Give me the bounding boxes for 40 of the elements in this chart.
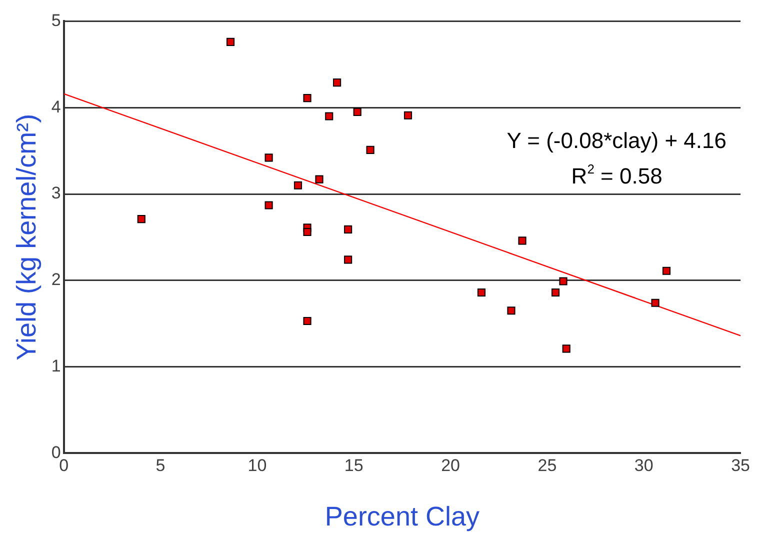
y-tick-label: 5: [51, 10, 61, 30]
point: [559, 277, 568, 286]
x-tick-label: 5: [156, 456, 166, 476]
point: [315, 175, 324, 184]
point: [404, 111, 412, 120]
point: [303, 228, 312, 236]
point: [344, 225, 352, 234]
point: [303, 316, 312, 326]
y-axis-title: Yield (kg kernel/cm²): [12, 114, 42, 360]
x-tick-label: 25: [538, 456, 557, 476]
annotation: Y = (-0.08*clay) + 4.16: [506, 128, 726, 154]
point: [264, 201, 273, 210]
x-tick-label: 35: [731, 456, 750, 476]
point: [507, 306, 516, 315]
x-tick-label: 15: [344, 456, 364, 476]
y-tick-label: 0: [51, 442, 61, 462]
y-tick-label: 1: [51, 356, 61, 376]
point: [264, 154, 273, 162]
y-tick-label: 4: [51, 97, 61, 116]
point: [333, 78, 342, 87]
point: [551, 288, 560, 297]
point: [518, 236, 526, 245]
point: [651, 298, 660, 307]
y-tick-label: 2: [51, 270, 61, 290]
x-axis-title: Percent Clay: [324, 501, 480, 532]
point: [294, 181, 302, 190]
point: [366, 146, 374, 154]
point: [353, 108, 362, 116]
y-tick-label: 3: [51, 184, 61, 203]
point: [325, 112, 334, 120]
point: [226, 38, 235, 46]
point: [137, 215, 146, 224]
point: [562, 344, 570, 353]
point: [303, 94, 312, 102]
point: [344, 256, 352, 264]
x-tick-label: 20: [441, 456, 460, 476]
x-tick-label: 10: [248, 456, 267, 476]
x-tick-label: 30: [634, 456, 654, 476]
point: [662, 266, 671, 275]
point: [477, 288, 486, 297]
